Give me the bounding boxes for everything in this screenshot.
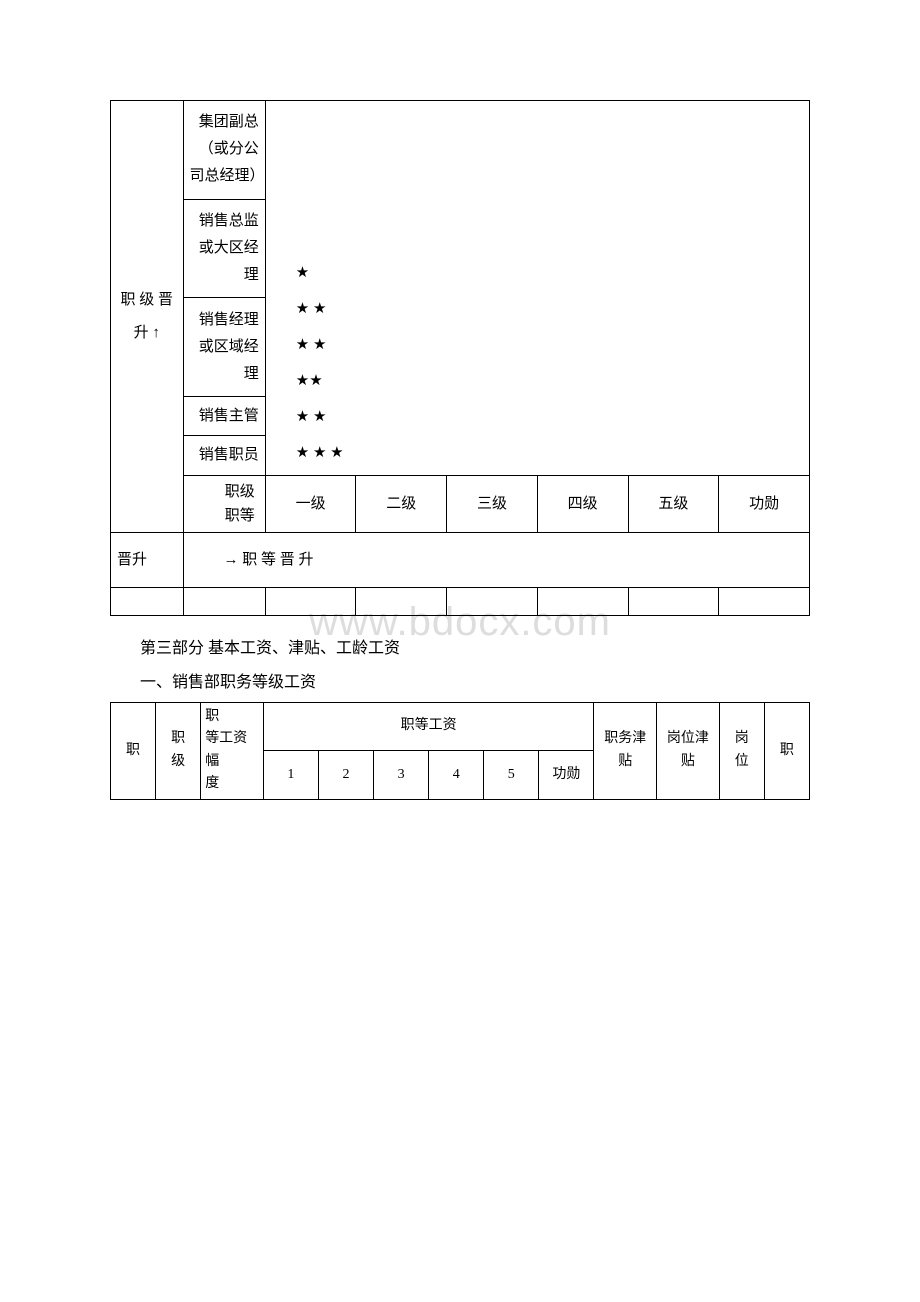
empty-cell (265, 588, 356, 616)
level-subtitle: （或分公司总经理） (190, 136, 259, 190)
t2-c3-l4: 度 (205, 773, 259, 795)
table-row: 职 职 级 职 等工资 幅 度 职等工资 职务津贴 岗位津贴 岗 位 职 (111, 703, 810, 751)
table-footer-row: 职级 职等 一级 二级 三级 四级 五级 功勋 (111, 476, 810, 533)
t2-c3-l1: 职 (205, 706, 259, 728)
stars-cell: ★ ★ ★ ★ ★ ★★ ★ ★ ★ ★ ★ (265, 101, 809, 476)
footer-col: 四级 (537, 476, 628, 533)
t2-dw-top: 岗 (735, 731, 749, 746)
t2-gx: 功勋 (539, 751, 594, 799)
level-subtitle: 或区域经理 (190, 334, 259, 388)
t2-num: 4 (429, 751, 484, 799)
t2-last: 职 (764, 703, 809, 800)
promote-right-text: → 职 等 晋 升 (224, 552, 314, 568)
t2-zw: 职务津贴 (594, 703, 657, 800)
stars-block-2: ★★ ★ ★ ★ ★ ★ (296, 363, 803, 471)
level-title: 销售职员 (190, 442, 259, 469)
t2-zw-text: 职务津贴 (598, 728, 652, 773)
salary-table: 职 职 级 职 等工资 幅 度 职等工资 职务津贴 岗位津贴 岗 位 职 1 2… (110, 702, 810, 800)
t2-c1: 职 (111, 703, 156, 800)
footer-col: 二级 (356, 476, 447, 533)
vertical-label-cell: 职 级 晋 升 ↑ (111, 101, 184, 533)
table-row: 职 级 晋 升 ↑ 集团副总 （或分公司总经理） ★ ★ ★ ★ ★ ★★ ★ … (111, 101, 810, 200)
empty-cell (111, 588, 184, 616)
empty-cell (356, 588, 447, 616)
t2-c2: 职 级 (156, 703, 201, 800)
promotion-table: 职 级 晋 升 ↑ 集团副总 （或分公司总经理） ★ ★ ★ ★ ★ ★★ ★ … (110, 100, 810, 616)
t2-num: 3 (374, 751, 429, 799)
t2-dw-bottom: 位 (735, 754, 749, 769)
empty-cell (628, 588, 719, 616)
diag-bottom: 职等 (190, 504, 259, 528)
t2-c2-top: 职 (171, 731, 185, 746)
footer-col: 一级 (265, 476, 356, 533)
stars-block-0 (296, 105, 803, 255)
level-title: 销售总监 (190, 208, 259, 235)
level-cell: 销售职员 (183, 436, 265, 476)
footer-col: 五级 (628, 476, 719, 533)
level-title: 集团副总 (190, 109, 259, 136)
section-title: 第三部分 基本工资、津贴、工龄工资 (140, 634, 810, 658)
stars-block-1: ★ ★ ★ ★ ★ (296, 255, 803, 363)
t2-dw: 岗 位 (719, 703, 764, 800)
level-cell: 销售主管 (183, 397, 265, 436)
empty-cell (537, 588, 628, 616)
level-cell: 集团副总 （或分公司总经理） (183, 101, 265, 200)
empty-cell (183, 588, 265, 616)
promote-left: 晋升 (111, 533, 184, 588)
t2-header-span: 职等工资 (263, 703, 594, 751)
diag-top: 职级 (190, 480, 259, 504)
level-title: 销售主管 (190, 403, 259, 430)
section-subtitle: 一、销售部职务等级工资 (140, 668, 810, 692)
vertical-label: 职 级 晋 升 ↑ (117, 284, 177, 350)
t2-num: 2 (318, 751, 373, 799)
footer-col: 三级 (447, 476, 538, 533)
level-subtitle: 或大区经理 (190, 235, 259, 289)
t2-num: 1 (263, 751, 318, 799)
level-cell: 销售经理 或区域经理 (183, 298, 265, 397)
promote-left-text: 晋升 (117, 552, 147, 568)
t2-num: 5 (484, 751, 539, 799)
footer-col: 功勋 (719, 476, 810, 533)
level-title: 销售经理 (190, 307, 259, 334)
t2-c2-bottom: 级 (171, 754, 185, 769)
t2-c3: 职 等工资 幅 度 (201, 703, 264, 800)
promote-row: 晋升 → 职 等 晋 升 (111, 533, 810, 588)
diag-cell: 职级 职等 (183, 476, 265, 533)
t2-c3-l2: 等工资 (205, 728, 259, 750)
empty-cell (719, 588, 810, 616)
t2-c3-l3: 幅 (205, 751, 259, 773)
t2-gw-text: 岗位津贴 (661, 728, 715, 773)
t2-gw: 岗位津贴 (657, 703, 720, 800)
promote-right: → 职 等 晋 升 (183, 533, 809, 588)
empty-cell (447, 588, 538, 616)
level-cell: 销售总监 或大区经理 (183, 199, 265, 298)
empty-row (111, 588, 810, 616)
